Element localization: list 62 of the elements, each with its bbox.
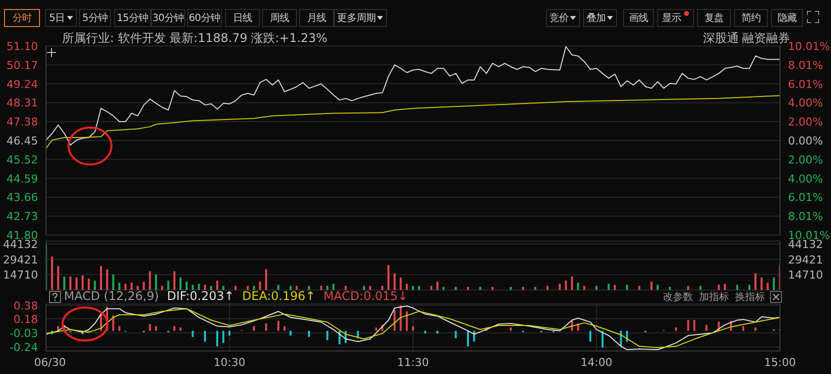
text: 日线 bbox=[232, 13, 252, 24]
chart-title: MACD (12,26,9) bbox=[64, 289, 159, 303]
y2-tick-label: 6.01% bbox=[788, 78, 823, 91]
x-tick-label: 11:30 bbox=[397, 356, 429, 369]
y-tick-label: 44132 bbox=[3, 238, 38, 251]
text: 叠加 bbox=[586, 13, 606, 24]
y2-tick-label: 29421 bbox=[788, 253, 823, 266]
y2-tick-label: 14710 bbox=[788, 268, 823, 282]
y-tick-label: 47.38 bbox=[6, 116, 38, 129]
y-tick-label: 14710 bbox=[3, 268, 38, 282]
y-tick-label: 0.18 bbox=[14, 312, 38, 326]
text: 竞价 bbox=[549, 13, 569, 24]
y2-tick-label: 10.01% bbox=[788, 40, 830, 53]
y2-tick-label: 6.01% bbox=[788, 191, 823, 204]
y-tick-label: 0.38 bbox=[14, 299, 38, 312]
y-tick-label: 29421 bbox=[3, 253, 38, 266]
text: 换指标 bbox=[735, 290, 765, 304]
y-tick-label: 51.10 bbox=[6, 40, 38, 53]
y-tick-label: 46.45 bbox=[6, 134, 38, 148]
x-tick-label: 06/30 bbox=[34, 356, 66, 369]
text: 30分钟 bbox=[152, 13, 184, 24]
text: 15分钟 bbox=[116, 13, 148, 24]
y2-tick-label: 2.00% bbox=[788, 153, 823, 166]
y-tick-label: 49.24 bbox=[6, 78, 38, 91]
chart-subtitle: 所属行业: 软件开发 最新:1188.79 涨跌:+1.23% bbox=[62, 30, 328, 47]
series-label: DEA:0.196↑ bbox=[242, 289, 316, 303]
y2-tick-label: 8.01% bbox=[788, 210, 823, 224]
y-tick-label: 50.17 bbox=[6, 58, 38, 72]
y-tick-label: 48.31 bbox=[6, 96, 38, 110]
y2-tick-label: 4.00% bbox=[788, 172, 823, 186]
text: 周线 bbox=[270, 13, 290, 24]
text: 深股通 bbox=[703, 30, 739, 47]
text: 更多周期 bbox=[337, 13, 376, 24]
y2-tick-label: 8.01% bbox=[788, 58, 823, 72]
text: 60分钟 bbox=[188, 13, 220, 24]
x-tick-label: 15:00 bbox=[764, 356, 796, 369]
text: 改参数 bbox=[663, 290, 693, 304]
text: 分时 bbox=[12, 13, 32, 24]
y-tick-label: 42.73 bbox=[6, 210, 38, 224]
text: 5日 bbox=[49, 13, 65, 24]
y-tick-label: 43.66 bbox=[6, 191, 38, 204]
y2-tick-label: 44132 bbox=[788, 238, 823, 251]
y-tick-label: 45.52 bbox=[6, 153, 38, 166]
y2-tick-label: 2.00% bbox=[788, 116, 823, 129]
text: 复盘 bbox=[704, 13, 724, 24]
y-tick-label: 44.59 bbox=[6, 172, 38, 186]
x-tick-label: 10:30 bbox=[214, 356, 246, 369]
x-tick-label: 14:00 bbox=[580, 356, 612, 369]
text: 画线 bbox=[628, 13, 648, 24]
text: 显示 bbox=[662, 13, 682, 24]
y-tick-label: -0.03 bbox=[10, 326, 38, 340]
text: 融资融券 bbox=[742, 30, 790, 45]
y-tick-label: -0.24 bbox=[10, 340, 38, 354]
y2-tick-label: 0.00% bbox=[788, 134, 823, 148]
series-label: DIF:0.203↑ bbox=[166, 289, 234, 303]
text: 简约 bbox=[741, 13, 761, 24]
series-label: MACD:0.015↓ bbox=[323, 289, 408, 303]
text: 加指标 bbox=[699, 290, 729, 304]
text: 月线 bbox=[306, 13, 326, 24]
text: 隐藏 bbox=[777, 13, 797, 24]
y2-tick-label: 4.00% bbox=[788, 96, 823, 110]
text: 5分钟 bbox=[82, 13, 108, 24]
